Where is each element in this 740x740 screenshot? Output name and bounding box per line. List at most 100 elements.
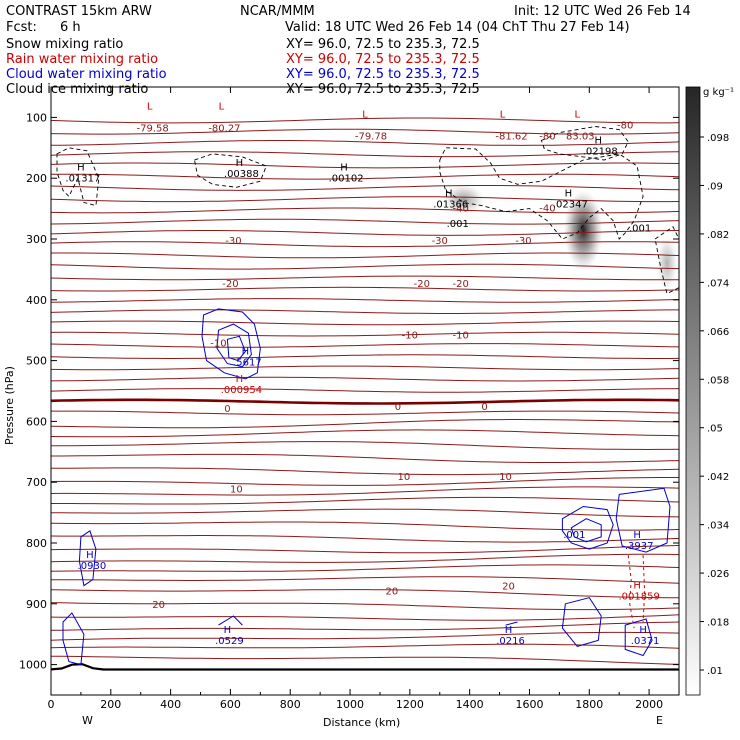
isotherm-label-7: -40 [453,203,469,214]
colorbar-tick-label-11: .01 [707,666,723,677]
cloud-ice-contour-3 [193,153,267,188]
extremum-mark-12: H [236,374,244,385]
isotherm-label-19: 0 [395,402,401,413]
extremum-mark-18: H [639,625,647,636]
isotherm-line-1 [51,128,679,135]
extremum-value-13: .0930 [78,561,107,572]
extremum-value-18: .0371 [631,636,660,647]
extremum-mark-0: H [77,162,85,173]
init-time: Init: 12 UTC Wed 26 Feb 14 [514,4,691,19]
isotherm-line-43 [51,602,679,611]
isotherm-line-31 [51,467,679,476]
isotherm-line-38 [51,545,679,554]
isotherm-line-44 [51,614,679,621]
cloud-water-contour-10 [624,618,653,657]
isotherm-line-3 [51,151,679,158]
x-end-left: W [82,714,93,727]
snow-shade-1 [563,190,603,270]
contour-value-label-1: .001 [629,224,651,235]
isotherm-line-9 [51,218,679,225]
isotherm-label-12: -20 [222,279,238,290]
extremum-value-14: .0529 [215,636,244,647]
surface-line [51,663,679,671]
colorbar-tick-label-4: .066 [707,327,729,338]
isotherm-label-14: -20 [453,279,469,290]
colorbar-tick-label-10: .018 [707,618,729,629]
colorbar-tick-label-8: .034 [707,521,729,532]
isotherm-line-6 [51,185,679,191]
isotherm-line-40 [51,564,679,572]
extremum-value-15: .0216 [496,636,525,647]
extremum-value-5: .02198 [583,147,618,158]
isotherm-line-30 [51,453,679,463]
cloud-water-contour-4 [62,612,85,666]
legend-cloud-ice-xy: XY= 96.0, 72.5 to 235.3, 72.5 [286,82,480,97]
isotherm-label-22: 10 [398,472,411,483]
isotherm-label-11: -30 [515,236,531,247]
y-tick-label-5: 600 [26,415,47,428]
cloud-water-contour-9 [561,597,602,647]
cloud-contours [56,126,679,666]
isotherm-line-29 [51,441,679,451]
title-center: NCAR/MMM [240,4,315,19]
legend-snow-xy: XY= 96.0, 72.5 to 235.3, 72.5 [286,37,480,52]
extremum-mark-11: H [242,347,250,358]
cloud-water-contour-3 [78,530,97,587]
isotherm-line-14 [51,275,679,281]
isotherm-line-34 [51,496,679,505]
isotherm-line-13 [51,263,679,270]
cloud-water-contour-8 [615,487,671,553]
legend-rain-xy: XY= 96.0, 72.5 to 235.3, 72.5 [286,52,480,67]
plot-area [442,184,678,291]
colorbar-ticks: .098 .09 .082 .074 .066 .058 .05 .042 .034 .026 .0… [700,133,729,677]
isotherm-line-4 [51,162,679,169]
y-tick-label-7: 800 [26,537,47,550]
extremum-mark-1: H [236,158,244,169]
cloud-ice-contour-0 [439,147,644,240]
extremum-value-1: .00388 [224,169,259,180]
x-tick-label-7: 1400 [456,698,484,711]
isotherm-line-20 [51,343,679,348]
forecast-label: Fcst: [6,20,37,35]
isotherms [51,117,679,671]
rain-contour-1 [642,555,646,623]
isotherm-label-26: 20 [152,600,165,611]
isotherm-label-10: -30 [432,236,448,247]
isotherm-label-17: -10 [453,330,469,341]
contour-value-label-2: .001 [563,530,585,541]
isotherm-line-12 [51,252,679,259]
isotherm-line-24 [51,388,679,393]
isotherm-label-24: 20 [386,586,399,597]
cloud-ice-contour-4 [654,226,679,295]
colorbar-tick-label-9: .026 [707,569,729,580]
x-axis-title: Distance (km) [323,716,400,729]
valid-time: Valid: 18 UTC Wed 26 Feb 14 (04 ChT Thu … [285,20,630,35]
isotherm-label-15: -10 [210,338,226,349]
cloud-water-contour-7 [570,518,602,543]
extremum-mark-9: L [500,109,506,120]
isotherm-line-15 [51,286,679,292]
isotherm-label-21: 10 [230,484,243,495]
x-tick-label-5: 1000 [336,698,364,711]
isotherm-line-46 [51,631,679,641]
isotherm-label-8: -40 [539,203,555,214]
extremum-mark-2: H [340,162,348,173]
isotherm-line-2 [51,140,679,146]
isotherm-label-1: -80.27 [208,124,240,135]
isotherm-line-45 [51,621,679,631]
isotherm-line-27 [51,419,679,429]
isotherm-label-0: -79.58 [137,124,169,135]
y-tick-label-2: 300 [26,233,47,246]
isotherm-label-23: 10 [499,472,512,483]
extremum-value-16: .3937 [625,541,654,552]
extremum-value-2: .00102 [329,173,364,184]
x-tick-label-6: 1200 [396,698,424,711]
colorbar-tick-label-2: .082 [707,230,729,241]
isotherm-line-47 [51,643,679,649]
extremum-mark-10: L [575,109,581,120]
isotherm-line-18 [51,320,679,326]
x-end-right: E [656,714,663,727]
extremum-value-4: .02347 [553,199,588,210]
cloud-water-contour-6 [561,505,614,550]
y-tick-label-3: 400 [26,294,47,307]
